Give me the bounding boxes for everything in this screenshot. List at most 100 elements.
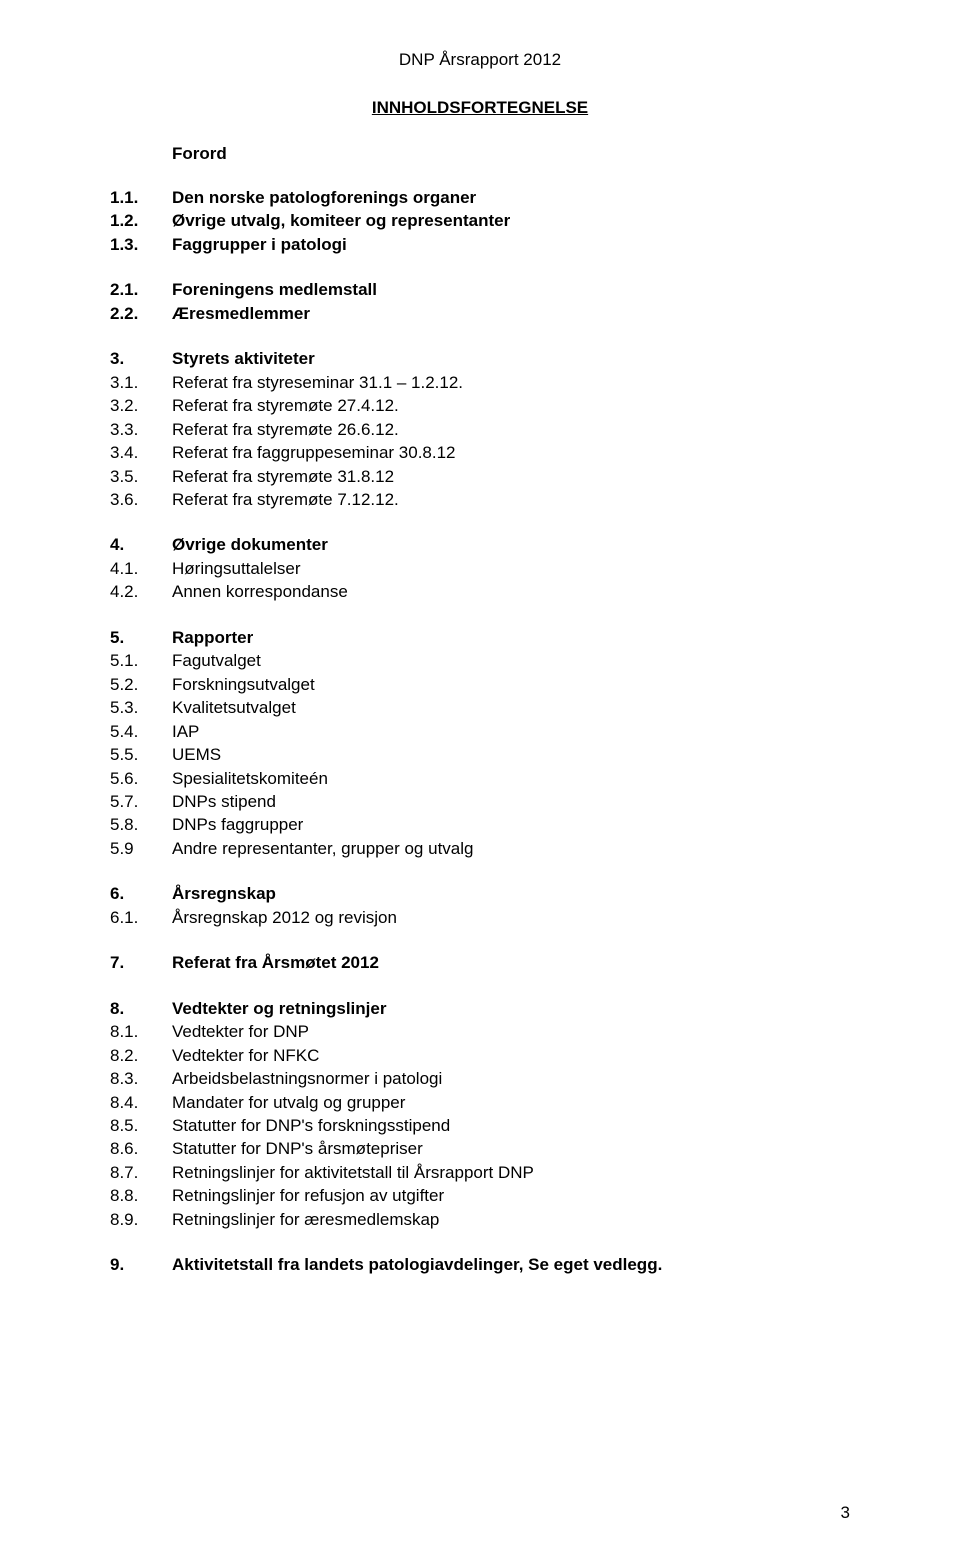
toc-line: 6.1.Årsregnskap 2012 og revisjon: [110, 906, 850, 929]
toc-line: 7.Referat fra Årsmøtet 2012: [110, 951, 850, 974]
toc-group: 8.Vedtekter og retningslinjer8.1.Vedtekt…: [110, 997, 850, 1232]
toc-number: 8.8.: [110, 1184, 172, 1207]
toc-line: 8.3.Arbeidsbelastningsnormer i patologi: [110, 1067, 850, 1090]
toc-number: 1.3.: [110, 233, 172, 256]
document-header: DNP Årsrapport 2012: [110, 50, 850, 70]
toc-number: 8.2.: [110, 1044, 172, 1067]
toc-number: 1.1.: [110, 186, 172, 209]
toc-line: 3.3.Referat fra styremøte 26.6.12.: [110, 418, 850, 441]
toc-line: 8.7.Retningslinjer for aktivitetstall ti…: [110, 1161, 850, 1184]
toc-line: 3.Styrets aktiviteter: [110, 347, 850, 370]
toc-number: 8.: [110, 997, 172, 1020]
toc-text: Spesialitetskomiteén: [172, 767, 850, 790]
toc-group: 9.Aktivitetstall fra landets patologiavd…: [110, 1253, 850, 1276]
toc-group: 5.Rapporter5.1.Fagutvalget5.2.Forsknings…: [110, 626, 850, 861]
toc-line: 3.4.Referat fra faggruppeseminar 30.8.12: [110, 441, 850, 464]
toc-text: Styrets aktiviteter: [172, 347, 850, 370]
toc-number: 5.: [110, 626, 172, 649]
toc-number: 5.5.: [110, 743, 172, 766]
toc-number: 5.7.: [110, 790, 172, 813]
toc-line: 5.9Andre representanter, grupper og utva…: [110, 837, 850, 860]
toc-line: 3.6.Referat fra styremøte 7.12.12.: [110, 488, 850, 511]
toc-number: 8.3.: [110, 1067, 172, 1090]
toc-line: 8.1.Vedtekter for DNP: [110, 1020, 850, 1043]
toc-text: Mandater for utvalg og grupper: [172, 1091, 850, 1114]
toc-text: Årsregnskap 2012 og revisjon: [172, 906, 850, 929]
toc-number: 8.7.: [110, 1161, 172, 1184]
toc-number: 5.6.: [110, 767, 172, 790]
toc-text: Årsregnskap: [172, 882, 850, 905]
toc-text: Referat fra styremøte 31.8.12: [172, 465, 850, 488]
toc-text: DNPs faggrupper: [172, 813, 850, 836]
toc-line: 8.5.Statutter for DNP's forskningsstipen…: [110, 1114, 850, 1137]
toc-number: 3.6.: [110, 488, 172, 511]
toc-text: Rapporter: [172, 626, 850, 649]
toc-number: 1.2.: [110, 209, 172, 232]
toc-text: DNPs stipend: [172, 790, 850, 813]
toc-group: 2.1.Foreningens medlemstall2.2.Æresmedle…: [110, 278, 850, 325]
toc-text: Vedtekter for NFKC: [172, 1044, 850, 1067]
toc-group: 3.Styrets aktiviteter3.1.Referat fra sty…: [110, 347, 850, 511]
toc-line: 5.2.Forskningsutvalget: [110, 673, 850, 696]
toc-number: 2.2.: [110, 302, 172, 325]
toc-line: 3.5.Referat fra styremøte 31.8.12: [110, 465, 850, 488]
toc-number: 4.: [110, 533, 172, 556]
toc-text: Kvalitetsutvalget: [172, 696, 850, 719]
toc-number: 5.1.: [110, 649, 172, 672]
toc-text: Aktivitetstall fra landets patologiavdel…: [172, 1253, 850, 1276]
toc-number: 5.8.: [110, 813, 172, 836]
toc-line: 4.Øvrige dokumenter: [110, 533, 850, 556]
page-number: 3: [841, 1503, 850, 1523]
toc-line: 8.Vedtekter og retningslinjer: [110, 997, 850, 1020]
toc-container: 1.1.Den norske patologforenings organer1…: [110, 186, 850, 1277]
toc-text: Referat fra styremøte 27.4.12.: [172, 394, 850, 417]
toc-text: Fagutvalget: [172, 649, 850, 672]
toc-line: 5.5.UEMS: [110, 743, 850, 766]
toc-number: 3.5.: [110, 465, 172, 488]
toc-line: 5.1.Fagutvalget: [110, 649, 850, 672]
toc-text: Den norske patologforenings organer: [172, 186, 850, 209]
toc-number: 8.5.: [110, 1114, 172, 1137]
toc-text: Øvrige dokumenter: [172, 533, 850, 556]
toc-number: 4.2.: [110, 580, 172, 603]
toc-group: 4.Øvrige dokumenter4.1.Høringsuttalelser…: [110, 533, 850, 603]
toc-text: Retningslinjer for aktivitetstall til År…: [172, 1161, 850, 1184]
forord-heading: Forord: [172, 144, 850, 164]
toc-text: Referat fra faggruppeseminar 30.8.12: [172, 441, 850, 464]
toc-text: Andre representanter, grupper og utvalg: [172, 837, 850, 860]
toc-text: Arbeidsbelastningsnormer i patologi: [172, 1067, 850, 1090]
toc-line: 1.1.Den norske patologforenings organer: [110, 186, 850, 209]
toc-line: 5.7.DNPs stipend: [110, 790, 850, 813]
toc-text: Referat fra styremøte 7.12.12.: [172, 488, 850, 511]
toc-line: 3.2.Referat fra styremøte 27.4.12.: [110, 394, 850, 417]
toc-text: Vedtekter for DNP: [172, 1020, 850, 1043]
toc-title: INNHOLDSFORTEGNELSE: [110, 98, 850, 118]
toc-number: 8.4.: [110, 1091, 172, 1114]
toc-number: 5.3.: [110, 696, 172, 719]
toc-group: 6.Årsregnskap6.1.Årsregnskap 2012 og rev…: [110, 882, 850, 929]
toc-number: 8.6.: [110, 1137, 172, 1160]
toc-text: IAP: [172, 720, 850, 743]
toc-number: 6.: [110, 882, 172, 905]
toc-number: 5.2.: [110, 673, 172, 696]
toc-line: 2.1.Foreningens medlemstall: [110, 278, 850, 301]
toc-line: 4.2.Annen korrespondanse: [110, 580, 850, 603]
toc-line: 8.2.Vedtekter for NFKC: [110, 1044, 850, 1067]
toc-line: 5.Rapporter: [110, 626, 850, 649]
toc-line: 8.6.Statutter for DNP's årsmøtepriser: [110, 1137, 850, 1160]
toc-line: 6.Årsregnskap: [110, 882, 850, 905]
toc-line: 8.8.Retningslinjer for refusjon av utgif…: [110, 1184, 850, 1207]
toc-line: 1.2.Øvrige utvalg, komiteer og represent…: [110, 209, 850, 232]
toc-text: Faggrupper i patologi: [172, 233, 850, 256]
toc-text: Retningslinjer for refusjon av utgifter: [172, 1184, 850, 1207]
toc-line: 5.8.DNPs faggrupper: [110, 813, 850, 836]
toc-text: Vedtekter og retningslinjer: [172, 997, 850, 1020]
toc-number: 3.3.: [110, 418, 172, 441]
toc-line: 2.2.Æresmedlemmer: [110, 302, 850, 325]
toc-text: Høringsuttalelser: [172, 557, 850, 580]
toc-line: 5.3.Kvalitetsutvalget: [110, 696, 850, 719]
toc-number: 8.1.: [110, 1020, 172, 1043]
document-page: DNP Årsrapport 2012 INNHOLDSFORTEGNELSE …: [0, 0, 960, 1565]
toc-number: 3.4.: [110, 441, 172, 464]
toc-line: 3.1.Referat fra styreseminar 31.1 – 1.2.…: [110, 371, 850, 394]
